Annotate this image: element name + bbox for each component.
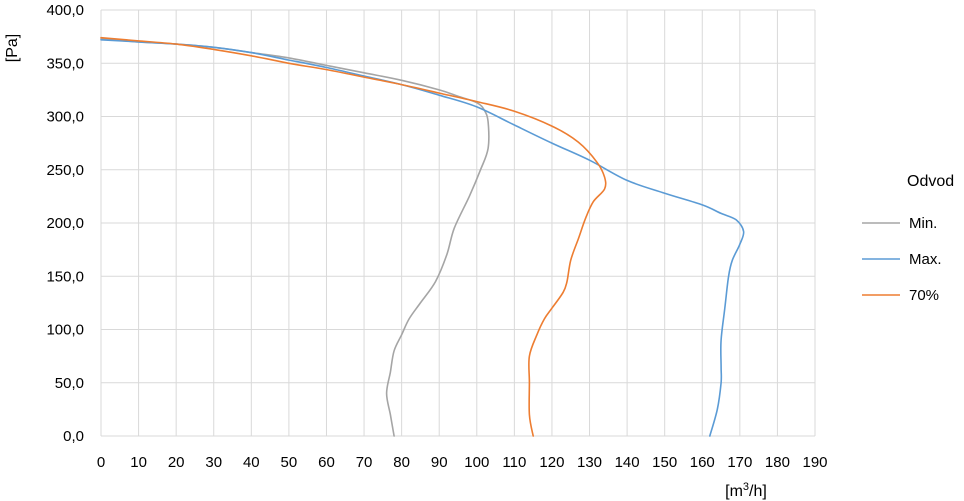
x-tick-label: 180 — [765, 454, 790, 471]
x-tick-label: 150 — [652, 454, 677, 471]
series-line-max — [100, 39, 745, 437]
y-axis-label: [Pa] — [4, 34, 21, 62]
x-tick-label: 40 — [243, 454, 260, 471]
y-tick-label: 350,0 — [46, 55, 84, 72]
legend-label-max: Max. — [909, 251, 942, 268]
x-tick-label: 70 — [356, 454, 373, 471]
x-tick-label: 0 — [97, 454, 105, 471]
x-tick-label: 10 — [130, 454, 147, 471]
y-tick-label: 100,0 — [46, 322, 84, 339]
x-tick-label: 50 — [281, 454, 298, 471]
x-tick-label: 90 — [431, 454, 448, 471]
y-axis-ticks: 0,0 50,0 100,0 150,0 200,0 250,0 300,0 350,0 400… — [46, 2, 84, 445]
y-tick-label: 50,0 — [55, 375, 84, 392]
x-axis-label: [m3/h] — [725, 481, 767, 500]
x-tick-label: 120 — [539, 454, 564, 471]
series-line-min — [100, 38, 490, 437]
legend-label-70: 70% — [909, 287, 939, 304]
x-tick-label: 100 — [464, 454, 489, 471]
legend-label-min: Min. — [909, 215, 937, 232]
grid — [100, 9, 816, 437]
x-tick-label: 190 — [802, 454, 827, 471]
legend-title: Odvod — [907, 173, 954, 190]
x-tick-label: 80 — [393, 454, 410, 471]
y-tick-label: 250,0 — [46, 162, 84, 179]
x-tick-label: 60 — [318, 454, 335, 471]
x-tick-label: 160 — [690, 454, 715, 471]
x-tick-label: 20 — [168, 454, 185, 471]
series-lines — [100, 36, 745, 437]
legend: Odvod Min. Max. 70% — [862, 173, 954, 304]
x-tick-label: 140 — [615, 454, 640, 471]
y-tick-label: 0,0 — [63, 428, 84, 445]
series-line-70 — [100, 36, 607, 437]
x-axis-ticks: 0 10 20 30 40 50 60 70 80 90 100 110 120 130 140 150 160… — [97, 454, 828, 471]
x-tick-label: 130 — [577, 454, 602, 471]
y-tick-label: 400,0 — [46, 2, 84, 19]
y-tick-label: 300,0 — [46, 109, 84, 126]
x-tick-label: 30 — [205, 454, 222, 471]
y-tick-label: 150,0 — [46, 268, 84, 285]
x-tick-label: 110 — [502, 454, 526, 471]
y-tick-label: 200,0 — [46, 215, 84, 232]
x-tick-label: 170 — [727, 454, 752, 471]
